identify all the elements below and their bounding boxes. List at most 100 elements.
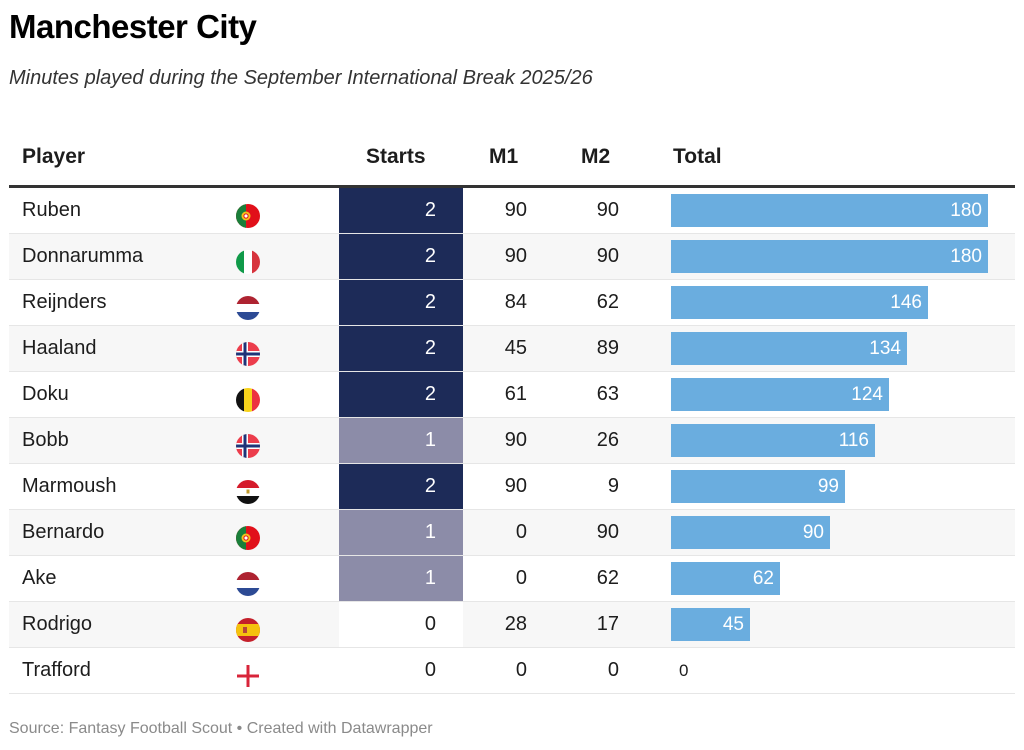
m2-value: 90 <box>596 245 619 267</box>
table-body: Ruben 2 90 90 180 Donnarumma 2 90 90 180 Reijnders… <box>9 188 1015 694</box>
source-note: Source: Fantasy Football Scout • Created… <box>9 720 433 737</box>
player-name: Trafford <box>22 659 91 681</box>
starts-value: 1 <box>424 567 436 589</box>
m2-value: 0 <box>607 659 619 681</box>
starts-value: 2 <box>424 245 436 267</box>
table-row: Marmoush 2 90 9 99 <box>9 464 1015 510</box>
total-cell: 180 <box>671 188 1015 233</box>
data-table: Player Starts M1 M2 Total Ruben 2 90 90 180 D… <box>9 135 1015 694</box>
m1-value: 28 <box>504 613 527 635</box>
player-name: Donnarumma <box>22 245 144 267</box>
norway-flag-icon <box>236 430 260 458</box>
starts-value: 2 <box>424 337 436 359</box>
england-flag-icon <box>236 660 260 687</box>
starts-cell: 2 <box>339 234 463 279</box>
starts-cell: 2 <box>339 188 463 233</box>
total-bar <box>671 240 988 273</box>
portugal-flag-icon <box>236 200 260 228</box>
total-cell: 116 <box>671 418 1015 463</box>
table-row: Trafford 0 0 0 0 <box>9 648 1015 694</box>
starts-value: 0 <box>424 659 436 681</box>
total-label: 45 <box>722 614 744 635</box>
player-name: Rodrigo <box>22 613 93 635</box>
total-cell: 62 <box>671 556 1015 601</box>
total-label: 146 <box>890 292 922 313</box>
m2-value: 62 <box>596 291 619 313</box>
m1-value: 45 <box>504 337 527 359</box>
table-row: Doku 2 61 63 124 <box>9 372 1015 418</box>
total-cell: 124 <box>671 372 1015 417</box>
starts-value: 1 <box>424 521 436 543</box>
starts-cell: 1 <box>339 556 463 601</box>
m1-value: 90 <box>504 429 527 451</box>
column-header-total[interactable]: Total <box>673 145 722 168</box>
total-bar <box>671 194 988 227</box>
starts-cell: 2 <box>339 464 463 509</box>
player-name: Doku <box>22 383 69 405</box>
total-label: 62 <box>752 568 774 589</box>
norway-flag-icon <box>236 338 260 366</box>
total-bar <box>671 424 875 457</box>
table-row: Donnarumma 2 90 90 180 <box>9 234 1015 280</box>
total-cell: 0 <box>671 648 1015 693</box>
chart-title: Manchester City <box>9 8 257 45</box>
table-row: Ake 1 0 62 62 <box>9 556 1015 602</box>
table-row: Bernardo 1 0 90 90 <box>9 510 1015 556</box>
m1-value: 90 <box>504 199 527 221</box>
egypt-flag-icon <box>236 476 260 504</box>
starts-value: 1 <box>424 429 436 451</box>
player-name: Bernardo <box>22 521 105 543</box>
player-name: Haaland <box>22 337 97 359</box>
starts-value: 0 <box>424 613 436 635</box>
m2-value: 17 <box>596 613 619 635</box>
m2-value: 89 <box>596 337 619 359</box>
total-label: 124 <box>851 384 883 405</box>
column-header-player[interactable]: Player <box>22 145 86 168</box>
column-header-m1[interactable]: M1 <box>489 145 519 168</box>
m1-value: 0 <box>515 567 527 589</box>
m2-value: 62 <box>596 567 619 589</box>
m2-value: 90 <box>596 521 619 543</box>
starts-cell: 2 <box>339 372 463 417</box>
player-name: Marmoush <box>22 475 117 497</box>
belgium-flag-icon <box>236 384 260 412</box>
m1-value: 0 <box>515 659 527 681</box>
column-header-m2[interactable]: M2 <box>581 145 611 168</box>
m1-value: 61 <box>504 383 527 405</box>
starts-cell: 2 <box>339 280 463 325</box>
starts-value: 2 <box>424 475 436 497</box>
column-header-starts[interactable]: Starts <box>366 145 426 168</box>
netherlands-flag-icon <box>236 568 260 596</box>
total-label: 180 <box>950 200 982 221</box>
italy-flag-icon <box>236 246 260 274</box>
total-cell: 99 <box>671 464 1015 509</box>
m2-value: 26 <box>596 429 619 451</box>
total-label: 134 <box>869 338 901 359</box>
table-row: Haaland 2 45 89 134 <box>9 326 1015 372</box>
total-bar <box>671 516 830 549</box>
player-name: Ruben <box>22 199 81 221</box>
m1-value: 90 <box>504 475 527 497</box>
total-cell: 90 <box>671 510 1015 555</box>
m2-value: 9 <box>607 475 619 497</box>
starts-cell: 0 <box>339 602 463 647</box>
player-name: Ake <box>22 567 57 589</box>
total-label: 116 <box>838 430 869 451</box>
total-bar <box>671 562 780 595</box>
spain-flag-icon <box>236 614 260 642</box>
starts-cell: 2 <box>339 326 463 371</box>
table-header: Player Starts M1 M2 Total <box>9 135 1015 188</box>
table-row: Reijnders 2 84 62 146 <box>9 280 1015 326</box>
total-cell: 146 <box>671 280 1015 325</box>
starts-value: 2 <box>424 199 436 221</box>
netherlands-flag-icon <box>236 292 260 320</box>
starts-cell: 0 <box>339 648 463 693</box>
total-bar <box>671 378 889 411</box>
table-row: Bobb 1 90 26 116 <box>9 418 1015 464</box>
total-label: 99 <box>817 476 839 497</box>
total-label: 0 <box>679 661 689 680</box>
m1-value: 84 <box>504 291 527 313</box>
total-bar <box>671 286 928 319</box>
total-cell: 45 <box>671 602 1015 647</box>
portugal-flag-icon <box>236 522 260 550</box>
